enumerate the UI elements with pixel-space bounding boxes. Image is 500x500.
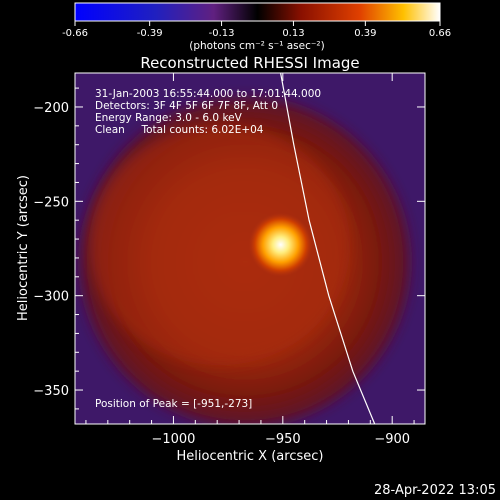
x-tick-label: −1000 (151, 432, 195, 447)
colorbar-tick-label: 0.13 (282, 28, 304, 39)
footer-date: 28-Apr-2022 13:05 (374, 483, 496, 498)
inner-emission (90, 125, 350, 365)
colorbar-tick-label: 0.66 (429, 28, 451, 39)
x-tick-label: −900 (374, 432, 410, 447)
annotation-line: 31-Jan-2003 16:55:44.000 to 17:01:44.000 (95, 88, 321, 100)
annotation-line: Detectors: 3F 4F 5F 6F 7F 8F, Att 0 (95, 100, 278, 112)
chart-title: Reconstructed RHESSI Image (140, 54, 359, 72)
x-axis-label: Heliocentric X (arcsec) (177, 449, 324, 464)
annotation-block: 31-Jan-2003 16:55:44.000 to 17:01:44.000… (95, 88, 321, 136)
plot-frame (74, 72, 426, 425)
heatmap-image (75, 73, 425, 424)
colorbar-unit-label: (photons cm⁻² s⁻¹ asec⁻²) (189, 40, 324, 52)
colorbar-ticks: -0.66 -0.39 -0.13 0.13 0.39 0.66 (62, 21, 451, 39)
y-tick-label: −300 (33, 290, 69, 305)
annotation-line: Energy Range: 3.0 - 6.0 keV (95, 112, 243, 124)
solar-limb-line (280, 73, 376, 424)
peak-position-label: Position of Peak = [-951,-273] (95, 398, 252, 410)
x-axis-ticks: −1000 −950 −900 (85, 73, 415, 447)
y-axis-label: Heliocentric Y (arcsec) (16, 175, 31, 321)
peak-source (248, 212, 313, 277)
y-tick-label: −250 (33, 195, 69, 210)
colorbar-tick-label: -0.66 (62, 28, 88, 39)
colorbar-tick-label: 0.39 (354, 28, 376, 39)
y-axis-ticks: −200 −250 −300 −350 (33, 87, 425, 410)
y-tick-label: −350 (33, 384, 69, 399)
colorbar-tick-label: -0.39 (137, 28, 163, 39)
x-tick-label: −950 (265, 432, 301, 447)
annotation-line: Clean Total counts: 6.02E+04 (95, 124, 264, 136)
y-tick-label: −200 (33, 101, 69, 116)
colorbar-tick-label: -0.13 (209, 28, 235, 39)
colorbar (74, 2, 441, 22)
